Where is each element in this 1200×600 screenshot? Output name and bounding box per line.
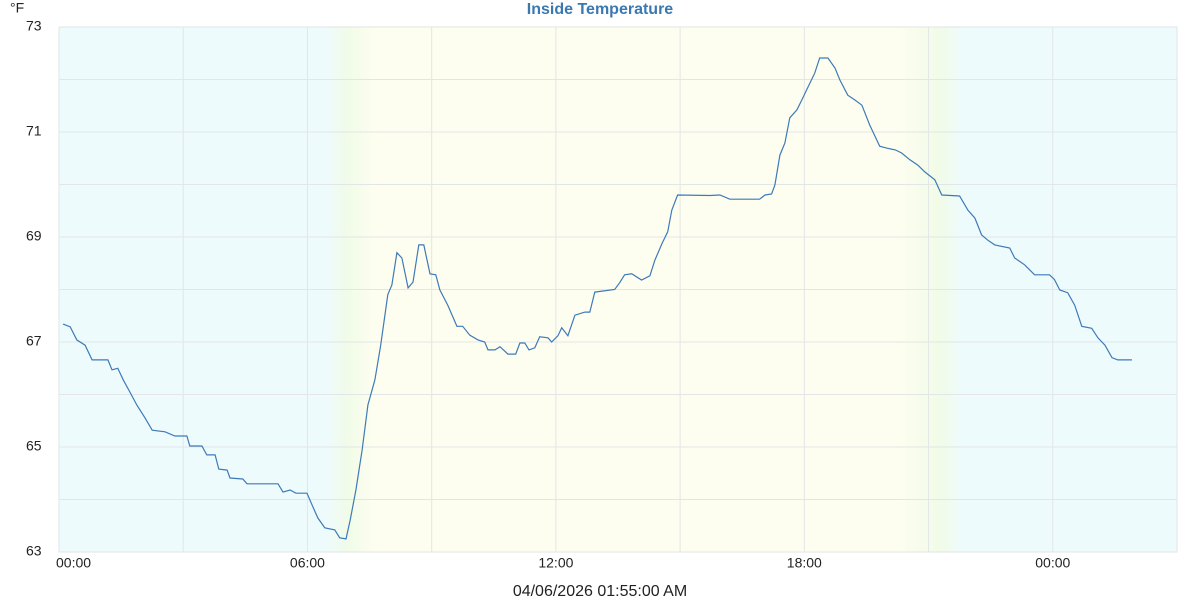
- y-tick-label: 71: [26, 123, 42, 139]
- x-tick-label: 06:00: [290, 555, 325, 571]
- x-tick-label: 12:00: [538, 555, 573, 571]
- x-axis-label: 04/06/2026 01:55:00 AM: [513, 583, 687, 600]
- y-tick-label: 65: [26, 438, 42, 454]
- x-tick-label: 00:00: [56, 555, 91, 571]
- line-series: [62, 57, 1132, 540]
- chart-title: Inside Temperature: [527, 1, 674, 18]
- y-unit: °F: [10, 0, 24, 16]
- y-tick-label: 63: [26, 543, 42, 559]
- y-tick-label: 73: [26, 18, 42, 34]
- x-tick-label: 00:00: [1035, 555, 1070, 571]
- x-tick-label: 18:00: [787, 555, 822, 571]
- y-tick-label: 67: [26, 333, 42, 349]
- plot-frame: [58, 26, 1178, 553]
- y-tick-label: 69: [26, 228, 42, 244]
